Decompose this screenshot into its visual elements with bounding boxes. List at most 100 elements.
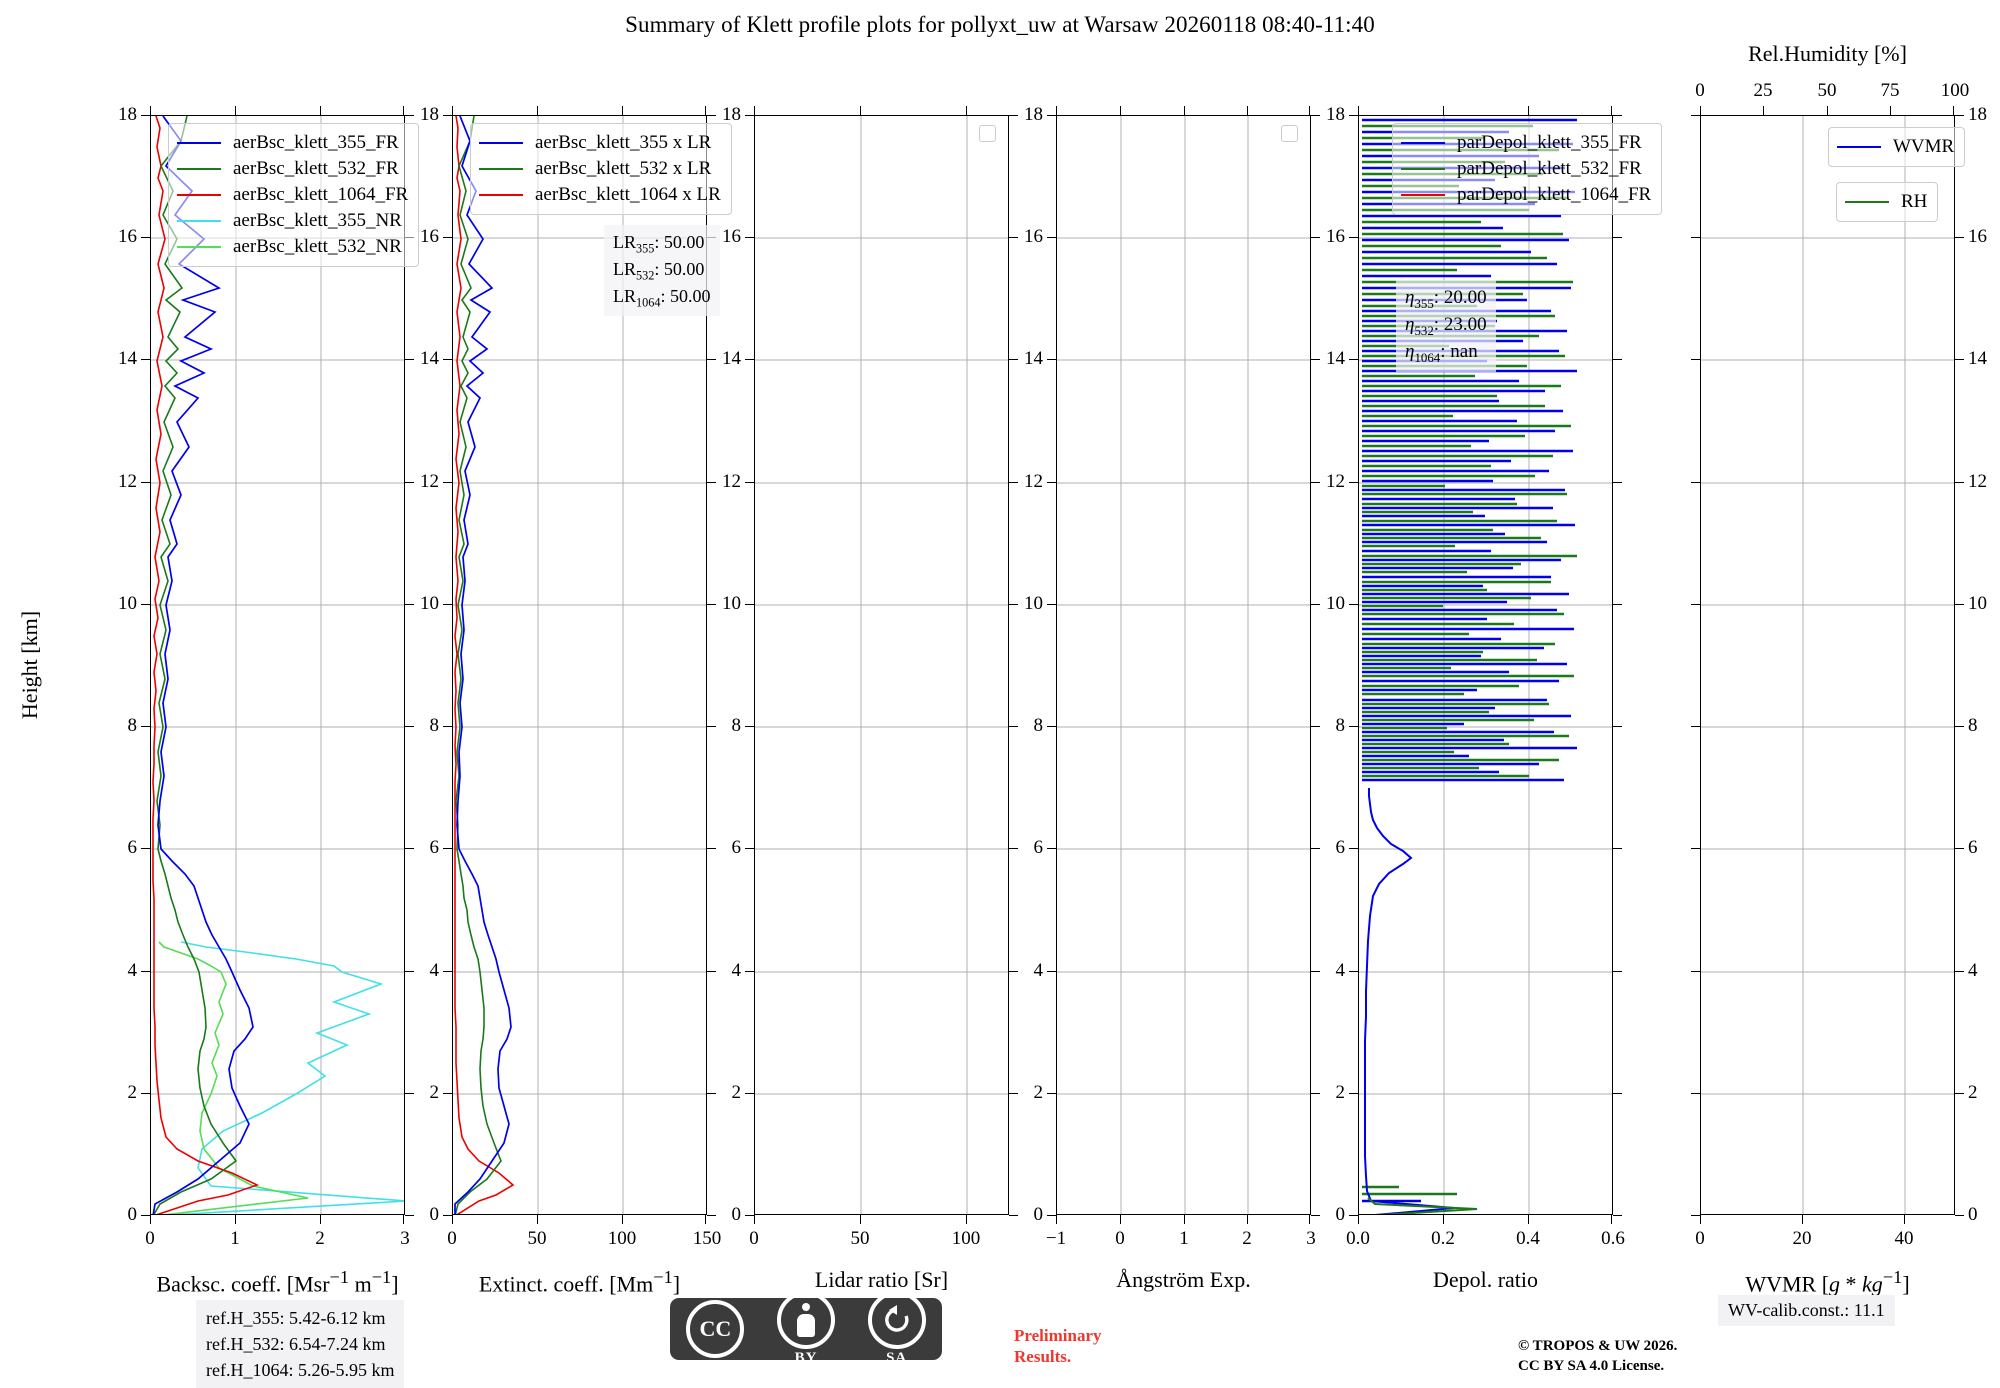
cc-sa-label: SA	[886, 1350, 908, 1366]
plot-area-backscatter[interactable]	[150, 115, 405, 1215]
legend-item[interactable]: RH	[1845, 189, 1927, 215]
x-axis-label-depolarization: Depol. ratio	[1432, 1267, 1539, 1292]
xtick-label: 0	[1115, 1228, 1125, 1249]
lr-1064-row: LR1064: 50.00	[613, 286, 711, 310]
wvmr-traces	[1701, 116, 1954, 1214]
ytick-label: 0	[1968, 1204, 1978, 1225]
legend-swatch-532lr	[479, 168, 523, 170]
legend-label: parDepol_klett_532_FR	[1457, 158, 1642, 179]
ref-h-1064: ref.H_1064: 5.26-5.95 km	[206, 1360, 395, 1381]
legend-item[interactable]: parDepol_klett_532_FR	[1401, 156, 1651, 182]
legend-swatch-1064lr	[479, 194, 523, 196]
ytick-label: 4	[1033, 960, 1044, 981]
panel-backscatter: 0 2 4 6 8 10 12 14 16 18 0 1 2 3 Backsc.…	[118, 104, 420, 1296]
xtick-label: 0.0	[1346, 1228, 1370, 1249]
cc-by-label: BY	[794, 1350, 818, 1366]
ytick-label: 10	[420, 593, 439, 614]
top-xtick-label: 100	[1940, 80, 1970, 101]
plot-area-angstrom[interactable]	[1056, 115, 1311, 1215]
xtick-label: 50	[527, 1228, 547, 1249]
legend-item[interactable]: WVMR	[1837, 134, 1954, 160]
lr-532-row: LR532: 50.00	[613, 259, 705, 283]
ytick-label: 2	[127, 1082, 138, 1103]
ytick-label: 12	[1024, 471, 1043, 492]
cc-slot-by: BY	[761, 1291, 852, 1367]
eta-annotation: η355: 20.00 η532: 23.00 η1064: nan	[1396, 280, 1496, 372]
panel-lidar-ratio: 0 2 4 6 8 10 12 14 16 18 0 50 100 Lidar …	[722, 104, 1018, 1292]
credit-line-1: © TROPOS & UW 2026.	[1518, 1338, 1678, 1354]
legend-item[interactable]: aerBsc_klett_355_NR	[177, 208, 408, 234]
preliminary-line-2: Results.	[1014, 1347, 1072, 1367]
ytick-label: 14	[1024, 348, 1043, 369]
plot-area-wvmr[interactable]	[1700, 115, 1955, 1215]
legend-swatch-pd1064	[1401, 194, 1445, 196]
legend-item[interactable]: aerBsc_klett_532 x LR	[479, 156, 721, 182]
legend-item[interactable]: aerBsc_klett_532_FR	[177, 156, 408, 182]
ytick-label: 12	[118, 471, 137, 492]
x-axis-label-angstrom: Ångström Exp.	[1116, 1267, 1251, 1292]
ytick-label: 14	[722, 348, 741, 369]
ref-h-532: ref.H_532: 6.54-7.24 km	[206, 1334, 386, 1355]
legend-rh: RH	[1836, 182, 1939, 222]
plot-area-lidar-ratio[interactable]	[754, 115, 1009, 1215]
legend-label: aerBsc_klett_532_FR	[233, 158, 399, 179]
legend-item[interactable]: aerBsc_klett_355_FR	[177, 130, 408, 156]
x-axis-label-extinction: Extinct. coeff. [Mm−1]	[478, 1267, 681, 1297]
legend-label: aerBsc_klett_355 x LR	[535, 132, 712, 153]
top-xtick-label: 0	[1695, 80, 1705, 101]
ytick-label: 8	[429, 715, 440, 736]
wv-calib-const-box: WV-calib.const.: 11.1	[1718, 1295, 1895, 1326]
legend-label: RH	[1901, 191, 1928, 212]
legend-backscatter: aerBsc_klett_355_FR aerBsc_klett_532_FR …	[168, 123, 420, 267]
panel-extinction: 0 2 4 6 8 10 12 14 16 18 0 50 100 150 Ex…	[420, 104, 732, 1296]
x-axis-label-backscatter: Backsc. coeff. [Msr−1 m−1]	[156, 1267, 399, 1297]
xtick-label: 1	[1179, 1228, 1189, 1249]
legend-item[interactable]: parDepol_klett_355_FR	[1401, 130, 1651, 156]
xtick-label: 100	[607, 1228, 637, 1249]
legend-item[interactable]: parDepol_klett_1064_FR	[1401, 182, 1651, 208]
legend-swatch-532fr	[177, 168, 221, 170]
ytick-label: 14	[1968, 348, 1987, 369]
ytick-label: 16	[420, 226, 439, 247]
ytick-label: 8	[127, 715, 138, 736]
legend-label: aerBsc_klett_532_NR	[233, 236, 402, 257]
legend-swatch-355nr	[177, 220, 221, 222]
legend-wvmr: WVMR	[1828, 127, 1966, 167]
backscatter-traces	[151, 116, 404, 1214]
legend-item[interactable]: aerBsc_klett_1064 x LR	[479, 182, 721, 208]
panel-depolarization: 0 2 4 6 8 10 12 14 16 18 0.0 0.2 0.4 0.6…	[1326, 104, 1663, 1292]
preliminary-results-note: Preliminary Results.	[1014, 1325, 1102, 1368]
panel-angstrom: 0 2 4 6 8 10 12 14 16 18 −1 0 1 2 3 Ångs…	[1024, 104, 1320, 1292]
ytick-label: 16	[1024, 226, 1043, 247]
ytick-label: 18	[1968, 104, 1987, 125]
legend-swatch-355lr	[479, 142, 523, 144]
legend-item[interactable]: aerBsc_klett_1064_FR	[177, 182, 408, 208]
cc-license-badge[interactable]: CC BY SA	[670, 1291, 942, 1366]
ytick-label: 6	[127, 837, 138, 858]
xtick-label: 0	[1695, 1228, 1705, 1249]
ytick-label: 18	[1024, 104, 1043, 125]
circular-arrow-glyph	[884, 1305, 909, 1332]
ytick-label: 8	[731, 715, 742, 736]
ytick-label: 18	[722, 104, 741, 125]
ytick-label: 2	[1033, 1082, 1044, 1103]
legend-item[interactable]: aerBsc_klett_355 x LR	[479, 130, 721, 156]
ref-h-355: ref.H_355: 5.42-6.12 km	[206, 1308, 386, 1328]
legend-label: parDepol_klett_1064_FR	[1457, 184, 1652, 205]
ytick-label: 10	[1968, 593, 1987, 614]
eta-532-row: η532: 23.00	[1405, 314, 1487, 339]
ytick-label: 12	[420, 471, 439, 492]
ytick-label: 4	[429, 960, 440, 981]
ytick-label: 14	[1326, 348, 1345, 369]
legend-label: aerBsc_klett_355_FR	[233, 132, 399, 153]
legend-extinction: aerBsc_klett_355 x LR aerBsc_klett_532 x…	[470, 123, 732, 215]
ytick-label: 10	[722, 593, 741, 614]
legend-item[interactable]: aerBsc_klett_532_NR	[177, 234, 408, 260]
ytick-label: 10	[1024, 593, 1043, 614]
ytick-label: 4	[1335, 960, 1346, 981]
panel-wvmr: 0 2 4 6 8 10 12 14 16 18 0 20 40 0 25 50…	[1691, 41, 1987, 1296]
cc-icon: CC	[686, 1300, 745, 1358]
empty-legend-box-lidar-ratio	[979, 125, 996, 142]
page-title: Summary of Klett profile plots for polly…	[625, 12, 1375, 37]
ytick-label: 6	[1335, 837, 1346, 858]
